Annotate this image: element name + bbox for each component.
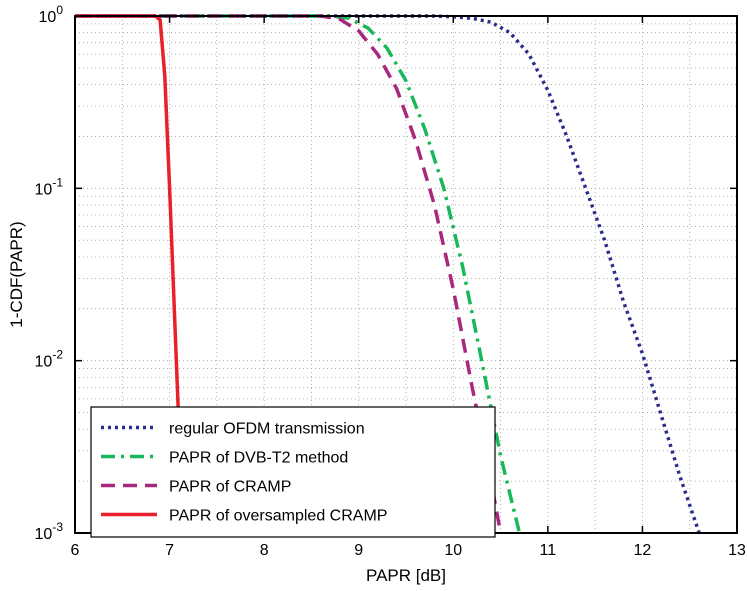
x-tick-label: 7 — [165, 542, 174, 559]
x-tick-label: 10 — [444, 542, 462, 559]
x-tick-label: 9 — [354, 542, 363, 559]
legend-label-1: regular OFDM transmission — [169, 421, 365, 438]
x-tick-label: 8 — [260, 542, 269, 559]
series-line-1 — [75, 14, 701, 534]
x-axis-label: PAPR [dB] — [366, 566, 446, 585]
legend-label-2: PAPR of DVB-T2 method — [169, 450, 348, 467]
y-tick-label: 10-2 — [35, 348, 64, 371]
y-axis-label: 1-CDF(PAPR) — [7, 221, 26, 327]
x-tick-label: 6 — [71, 542, 80, 559]
series-line-3 — [75, 14, 503, 534]
x-tick-label: 12 — [634, 542, 652, 559]
y-tick-label: 10-1 — [35, 175, 64, 198]
legend-label-3: PAPR of CRAMP — [169, 479, 291, 496]
legend-label-4: PAPR of oversampled CRAMP — [169, 508, 387, 525]
x-tick-label: 11 — [540, 542, 557, 559]
legend: regular OFDM transmission PAPR of DVB-T2 … — [90, 406, 496, 538]
y-tick-label: 10-3 — [35, 520, 64, 543]
y-tick-label: 100 — [39, 3, 64, 26]
x-tick-label: 13 — [728, 542, 746, 559]
series-line-2 — [75, 14, 522, 534]
legend-box — [90, 406, 496, 538]
